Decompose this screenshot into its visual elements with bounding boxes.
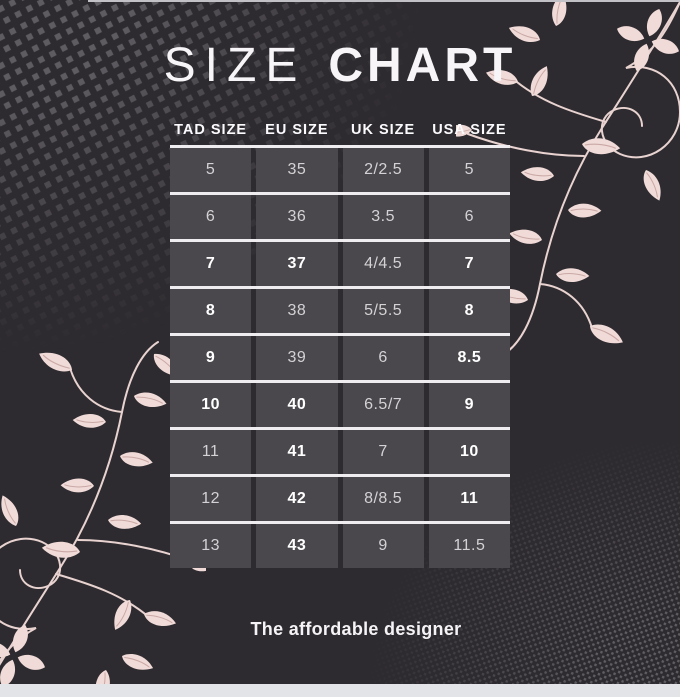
size-cell: 6 xyxy=(428,195,510,239)
tagline: The affordable designer xyxy=(250,619,462,639)
table-row: 6 36 3.5 6 xyxy=(170,192,510,239)
size-cell: 12 xyxy=(170,477,252,521)
size-cell: 10 xyxy=(170,383,252,427)
column-header-uk-size: UK SIZE xyxy=(351,122,416,138)
size-cell: 5/5.5 xyxy=(342,289,424,333)
size-cell: 7 xyxy=(170,242,252,286)
size-cell: 5 xyxy=(170,148,252,192)
size-cell: 11 xyxy=(170,430,252,474)
size-cell: 9 xyxy=(170,336,252,380)
table-row: 8 38 5/5.5 8 xyxy=(170,286,510,333)
title-word-chart: CHART xyxy=(328,39,517,92)
size-cell: 9 xyxy=(428,383,510,427)
top-border-line xyxy=(88,0,680,2)
bottom-bar xyxy=(0,684,680,697)
size-cell: 8 xyxy=(170,289,252,333)
size-cell: 2/2.5 xyxy=(342,148,424,192)
table-row: 13 43 9 11.5 xyxy=(170,521,510,568)
size-cell: 7 xyxy=(342,430,424,474)
size-cell: 8/8.5 xyxy=(342,477,424,521)
size-cell: 5 xyxy=(428,148,510,192)
size-cell: 36 xyxy=(256,195,338,239)
size-cell: 39 xyxy=(256,336,338,380)
table-row: 7 37 4/4.5 7 xyxy=(170,239,510,286)
column-header-eu-size: EU SIZE xyxy=(265,122,329,138)
size-table: TAD SIZE EU SIZE UK SIZE USA SIZE 5 35 2… xyxy=(170,122,510,568)
column-header-usa-size: USA SIZE xyxy=(432,122,507,138)
size-cell: 4/4.5 xyxy=(342,242,424,286)
size-cell: 42 xyxy=(256,477,338,521)
size-cell: 9 xyxy=(342,524,424,568)
size-table-body: 5 35 2/2.5 5 6 36 3.5 6 7 37 4/4.5 7 8 3… xyxy=(170,145,510,568)
size-cell: 35 xyxy=(256,148,338,192)
table-row: 10 40 6.5/7 9 xyxy=(170,380,510,427)
table-row: 12 42 8/8.5 11 xyxy=(170,474,510,521)
size-cell: 7 xyxy=(428,242,510,286)
title-word-size: SIZE xyxy=(163,39,307,92)
size-cell: 3.5 xyxy=(342,195,424,239)
table-row: 11 41 7 10 xyxy=(170,427,510,474)
size-cell: 8 xyxy=(428,289,510,333)
size-cell: 40 xyxy=(256,383,338,427)
column-header-tad-size: TAD SIZE xyxy=(174,122,248,138)
size-cell: 8.5 xyxy=(428,336,510,380)
table-row: 9 39 6 8.5 xyxy=(170,333,510,380)
table-row: 5 35 2/2.5 5 xyxy=(170,145,510,192)
size-cell: 11.5 xyxy=(428,524,510,568)
page-title: SIZE CHART xyxy=(0,40,680,92)
table-header-row: TAD SIZE EU SIZE UK SIZE USA SIZE xyxy=(170,122,510,145)
size-cell: 6.5/7 xyxy=(342,383,424,427)
size-cell: 6 xyxy=(170,195,252,239)
size-cell: 10 xyxy=(428,430,510,474)
size-cell: 11 xyxy=(428,477,510,521)
size-cell: 13 xyxy=(170,524,252,568)
size-cell: 37 xyxy=(256,242,338,286)
size-cell: 43 xyxy=(256,524,338,568)
size-cell: 38 xyxy=(256,289,338,333)
size-cell: 6 xyxy=(342,336,424,380)
size-cell: 41 xyxy=(256,430,338,474)
